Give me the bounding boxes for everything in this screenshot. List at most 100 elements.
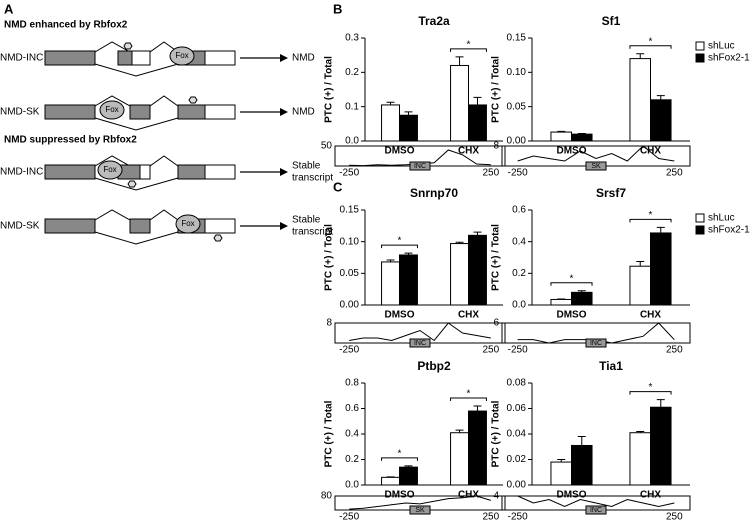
panel-label: C [333, 179, 343, 194]
y-axis-label: PTC (+) / Total [324, 400, 335, 467]
trace-exon-box [409, 338, 431, 348]
intron [94, 95, 131, 107]
y-tick-label: 0.2 [345, 67, 359, 78]
bar [571, 291, 593, 306]
significance-label: * [467, 389, 471, 400]
exon [44, 50, 96, 66]
significance-bracket [550, 282, 593, 286]
legend-swatch [695, 225, 705, 235]
intron [94, 155, 131, 167]
significance-bracket [381, 457, 418, 461]
ptc [213, 234, 223, 242]
trace-x-tick-label: 250 [666, 512, 683, 523]
trace-exon-label: INC [414, 340, 426, 347]
intron [94, 117, 179, 131]
bar [381, 476, 400, 486]
bar [629, 58, 652, 142]
panel-label: B [333, 1, 342, 16]
outcome: Stable [292, 161, 321, 172]
significance-label: * [649, 36, 653, 47]
exon [204, 104, 236, 120]
bar [468, 410, 487, 486]
chart-title: Sf1 [602, 14, 621, 28]
y-tick-label: 0.4 [512, 236, 526, 247]
fox-label: Fox [105, 105, 118, 114]
exon [177, 164, 206, 180]
y-tick-label: 0.1 [345, 101, 359, 112]
error-bar [473, 96, 482, 105]
y-tick-label: 0.08 [507, 378, 527, 389]
ptc [123, 42, 133, 50]
intron [149, 155, 179, 167]
y-tick-label: 0.0 [345, 136, 359, 147]
error-bar [473, 405, 482, 412]
x-tick-label: DMSO [385, 310, 415, 321]
intron [149, 209, 179, 221]
error-bar [473, 231, 482, 236]
bar [650, 99, 672, 142]
intron [149, 95, 179, 107]
trace-exon-label: SK [591, 163, 601, 170]
significance-label: * [649, 210, 653, 221]
y-tick-label: 0.15 [340, 205, 360, 216]
bar [450, 243, 469, 306]
outcome: Stable [292, 215, 321, 226]
fox-protein [97, 160, 123, 180]
bar [381, 261, 400, 306]
x-tick-label: DMSO [385, 146, 415, 157]
x-tick-label: CHX [458, 146, 479, 157]
trace-x-tick-label: -250 [508, 345, 528, 356]
trace-line [517, 145, 675, 162]
trace-y-tick-label: 8 [493, 141, 499, 152]
significance-label: * [398, 236, 402, 247]
x-tick-label: DMSO [557, 490, 587, 501]
y-axis-label: PTC (+) / Total [491, 56, 502, 123]
bar [450, 64, 469, 142]
x-tick-label: CHX [458, 310, 479, 321]
exon [139, 164, 151, 180]
legend-label: shFox2-1 [708, 225, 750, 236]
bar [399, 254, 418, 306]
fox-label: Fox [175, 51, 188, 60]
intron [94, 177, 179, 191]
significance-bracket [629, 45, 672, 49]
trace-y-tick-label: 6 [493, 318, 499, 329]
error-bar [636, 260, 645, 267]
trace-exon-box [585, 338, 607, 348]
exon [44, 218, 96, 234]
bar [629, 265, 652, 306]
bar [629, 432, 652, 486]
trace-x-tick-label: -250 [508, 168, 528, 179]
significance-label: * [649, 382, 653, 393]
fox-label: Fox [181, 219, 194, 228]
trace-y-tick-label: 8 [326, 318, 332, 329]
y-tick-label: 0.6 [345, 403, 359, 414]
y-tick-label: 0.0 [345, 480, 359, 491]
y-tick-label: 0.4 [345, 429, 359, 440]
trace-exon-label: SK [415, 507, 425, 514]
bar [399, 114, 418, 142]
bar [399, 466, 418, 486]
bar [381, 104, 400, 142]
exon [204, 164, 236, 180]
error-bar [577, 436, 586, 446]
y-axis-label: PTC (+) / Total [491, 224, 502, 291]
fox-label: Fox [103, 165, 116, 174]
trace-x-tick-label: 250 [482, 345, 499, 356]
x-tick-label: DMSO [557, 146, 587, 157]
chart-title: Tra2a [418, 14, 450, 28]
panel-label: A [4, 1, 14, 16]
outcome: transcript [292, 227, 333, 238]
intron [94, 231, 179, 245]
section-title: NMD suppressed by Rbfox2 [4, 135, 137, 146]
legend-swatch [695, 41, 705, 51]
trace-exon-box [409, 505, 431, 515]
arrow-head [280, 54, 288, 62]
exon [129, 104, 151, 120]
y-tick-label: 0.10 [507, 67, 527, 78]
error-bar [656, 399, 665, 408]
row-name: NMD-SK [0, 107, 40, 118]
trace-x-tick-label: -250 [339, 168, 359, 179]
intron [94, 209, 131, 221]
